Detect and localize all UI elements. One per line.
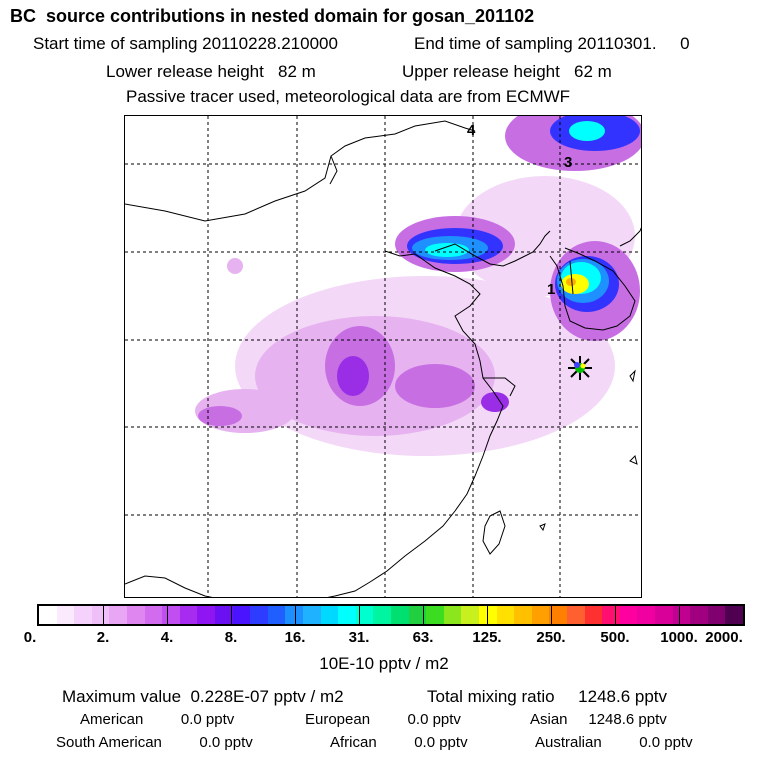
- colorbar-unit: 10E-10 pptv / m2: [319, 654, 449, 673]
- plume-cyan-bohai: [425, 243, 469, 257]
- colorbar-swatch: [584, 606, 603, 624]
- colorbar-divider: [615, 606, 616, 624]
- colorbar-swatch: [690, 606, 709, 624]
- colorbar-swatch: [338, 606, 357, 624]
- plot-title: BC source contributions in nested domain…: [10, 6, 535, 26]
- contour-label-1: 1: [547, 281, 556, 298]
- upper-release-height-label: Upper release height 62 m: [402, 62, 612, 81]
- colorbar-divider: [103, 606, 104, 624]
- lat-lon-grid: [125, 116, 641, 597]
- colorbar-tick-label: 250.: [536, 629, 566, 646]
- asian-contribution: Asian 1248.6 pptv: [530, 711, 667, 728]
- map-panel: 4 3 1: [124, 115, 642, 598]
- contour-label-3: 3: [564, 154, 573, 171]
- map-canvas: [125, 116, 641, 597]
- colorbar-swatch: [461, 606, 480, 624]
- american-contribution: American 0.0 pptv: [80, 711, 235, 728]
- colorbar-divider: [295, 606, 296, 624]
- colorbar-swatch: [567, 606, 585, 624]
- colorbar-tick-label: 16.: [284, 629, 306, 646]
- colorbar-swatch: [672, 606, 691, 624]
- colorbar-tick-label: 8.: [224, 629, 238, 646]
- colorbar-divider: [167, 606, 168, 624]
- colorbar-divider: [359, 606, 360, 624]
- lower-release-height-label: Lower release height 82 m: [106, 62, 316, 81]
- concentration-field: [195, 116, 641, 456]
- colorbar-swatch: [39, 606, 57, 624]
- colorbar-swatch: [267, 606, 286, 624]
- colorbar-swatch: [707, 606, 726, 624]
- end-time-label: End time of sampling 20110301. 0: [414, 34, 690, 53]
- colorbar-swatch: [215, 606, 233, 624]
- plume-orange-korea: [566, 278, 576, 286]
- south-american-contribution: South American 0.0 pptv: [56, 734, 253, 751]
- colorbar-swatch: [725, 606, 744, 624]
- colorbar-swatch: [408, 606, 427, 624]
- colorbar-swatch: [232, 606, 251, 624]
- australian-contribution: Australian 0.0 pptv: [535, 734, 693, 751]
- colorbar-tick-label: 4.: [160, 629, 174, 646]
- plume-purple-central: [337, 356, 369, 396]
- colorbar-swatch: [514, 606, 533, 624]
- colorbar-swatch: [91, 606, 110, 624]
- colorbar-swatch: [619, 606, 638, 624]
- colorbar-swatch: [144, 606, 163, 624]
- contour-label-4: 4: [467, 122, 476, 139]
- receptor-marker: [568, 356, 592, 380]
- plume-violet-south: [395, 364, 475, 408]
- colorbar-swatch: [531, 606, 550, 624]
- colorbar-swatch: [320, 606, 339, 624]
- colorbar-swatch: [655, 606, 673, 624]
- colorbar: [37, 604, 745, 626]
- colorbar-swatch: [127, 606, 145, 624]
- european-contribution: European 0.0 pptv: [305, 711, 461, 728]
- coastlines: [125, 120, 641, 597]
- colorbar-swatch: [391, 606, 409, 624]
- colorbar-swatch: [355, 606, 374, 624]
- colorbar-swatch: [426, 606, 445, 624]
- colorbar-swatch: [602, 606, 621, 624]
- maximum-value-label: Maximum value 0.228E-07 pptv / m2: [62, 687, 344, 706]
- colorbar-divider: [551, 606, 552, 624]
- colorbar-divider: [487, 606, 488, 624]
- plume-violet-west: [198, 406, 242, 426]
- colorbar-swatch: [549, 606, 568, 624]
- colorbar-swatch: [285, 606, 304, 624]
- plume-cyan-ne: [569, 121, 605, 141]
- colorbar-tick-label: 125.: [472, 629, 502, 646]
- colorbar-swatch: [250, 606, 269, 624]
- colorbar-tick-label: 0.: [23, 629, 37, 646]
- colorbar-divider: [679, 606, 680, 624]
- colorbar-swatch: [303, 606, 321, 624]
- total-mixing-ratio-label: Total mixing ratio 1248.6 pptv: [427, 687, 668, 706]
- plume-purple-shanghai: [481, 392, 509, 412]
- colorbar-swatch: [197, 606, 216, 624]
- colorbar-divider: [423, 606, 424, 624]
- african-contribution: African 0.0 pptv: [330, 734, 468, 751]
- colorbar-swatch: [496, 606, 515, 624]
- colorbar-swatch: [179, 606, 198, 624]
- colorbar-swatch: [373, 606, 392, 624]
- colorbar-tick-label: 63.: [412, 629, 434, 646]
- colorbar-swatch: [162, 606, 181, 624]
- plume-pale-sichuan: [227, 258, 243, 274]
- start-time-label: Start time of sampling 20110228.210000: [33, 34, 338, 53]
- colorbar-divider: [231, 606, 232, 624]
- colorbar-swatch: [637, 606, 656, 624]
- colorbar-tick-label: 500.: [600, 629, 630, 646]
- colorbar-swatch: [109, 606, 128, 624]
- colorbar-tick-label: 1000.: [660, 629, 698, 646]
- colorbar-tick-label: 2000.: [705, 629, 743, 646]
- colorbar-swatch: [443, 606, 462, 624]
- colorbar-swatch: [74, 606, 93, 624]
- colorbar-tick-label: 2.: [96, 629, 110, 646]
- colorbar-swatch: [56, 606, 75, 624]
- colorbar-tick-label: 31.: [348, 629, 370, 646]
- colorbar-swatch: [479, 606, 497, 624]
- tracer-note: Passive tracer used, meteorological data…: [126, 87, 571, 106]
